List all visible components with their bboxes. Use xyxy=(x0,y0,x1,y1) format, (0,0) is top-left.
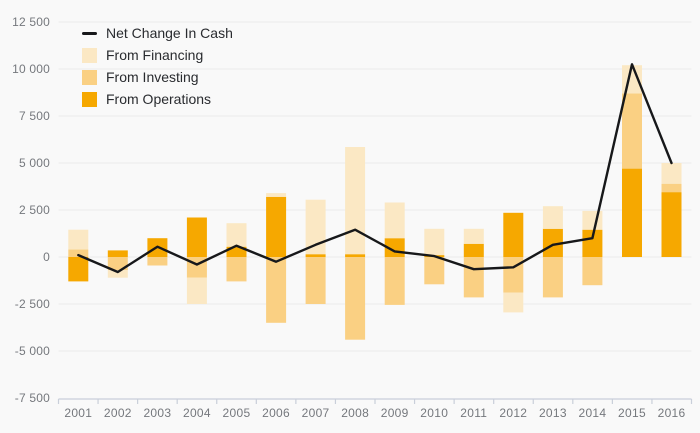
bar-segment-financing-2016[interactable] xyxy=(661,163,682,184)
bar-segment-financing-2007[interactable] xyxy=(305,199,326,255)
x-axis-tick-label: 2013 xyxy=(538,406,567,420)
x-axis-tick-label: 2001 xyxy=(64,406,93,420)
x-axis-tick-label: 2014 xyxy=(578,406,607,420)
bar-segment-financing-2005[interactable] xyxy=(226,223,247,247)
bar-segment-investing-2011[interactable] xyxy=(463,257,484,298)
legend-item-financing[interactable]: From Financing xyxy=(82,44,233,66)
bar-segment-operations-2002[interactable] xyxy=(107,250,128,257)
bar-segment-investing-2009[interactable] xyxy=(384,257,405,305)
y-axis-tick-label: -5 000 xyxy=(14,344,50,358)
bar-segment-operations-2008[interactable] xyxy=(345,254,366,257)
y-axis-tick-label: 10 000 xyxy=(12,62,50,76)
legend: Net Change In Cash From Financing From I… xyxy=(82,22,233,110)
x-axis-tick-label: 2009 xyxy=(380,406,409,420)
legend-label-investing: From Investing xyxy=(106,68,199,85)
net-change-line[interactable] xyxy=(77,63,673,274)
y-axis-tick-label: 2 500 xyxy=(18,203,50,217)
bar-segment-investing-2014[interactable] xyxy=(582,257,603,286)
bar-segment-investing-2008[interactable] xyxy=(345,257,366,340)
x-axis-tick-label: 2010 xyxy=(420,406,449,420)
x-axis-tick-label: 2007 xyxy=(301,406,330,420)
bar-segment-investing-2015[interactable] xyxy=(622,93,642,169)
bar-segment-operations-2016[interactable] xyxy=(661,192,682,257)
x-axis-tick-label: 2015 xyxy=(618,406,646,420)
bar-segment-investing-2010[interactable] xyxy=(424,257,445,285)
y-axis-tick-label: 5 000 xyxy=(18,156,50,170)
bar-segment-financing-2011[interactable] xyxy=(463,228,484,244)
legend-swatch-financing xyxy=(82,47,97,63)
y-axis-tick-label: -7 500 xyxy=(14,391,50,405)
bar-segment-financing-2014[interactable] xyxy=(582,210,603,230)
bar-segment-financing-2006[interactable] xyxy=(266,193,287,197)
bar-segment-operations-2004[interactable] xyxy=(186,217,207,258)
x-axis-tick-label: 2005 xyxy=(222,406,251,420)
bar-segment-financing-2004[interactable] xyxy=(186,277,207,304)
legend-swatch-investing xyxy=(82,69,97,85)
bar-segment-operations-2007[interactable] xyxy=(305,254,326,257)
bar-segment-investing-2003[interactable] xyxy=(147,257,168,266)
bar-segment-investing-2016[interactable] xyxy=(661,183,682,193)
y-axis-tick-label: 0 xyxy=(43,250,50,264)
bar-segment-financing-2009[interactable] xyxy=(384,202,405,239)
legend-item-net-change[interactable]: Net Change In Cash xyxy=(82,22,233,44)
legend-item-investing[interactable]: From Investing xyxy=(82,66,233,88)
x-axis-tick-label: 2006 xyxy=(262,406,290,420)
bar-segment-investing-2002[interactable] xyxy=(107,257,128,271)
bar-segment-operations-2005[interactable] xyxy=(226,246,247,257)
bar-segment-investing-2006[interactable] xyxy=(266,257,287,323)
legend-label-net-change: Net Change In Cash xyxy=(106,24,233,41)
bar-segment-financing-2008[interactable] xyxy=(345,147,366,255)
y-axis-tick-label: -2 500 xyxy=(14,297,50,311)
bar-segment-financing-2001[interactable] xyxy=(68,229,89,250)
bar-segment-investing-2012[interactable] xyxy=(503,257,524,293)
bar-segment-investing-2007[interactable] xyxy=(305,257,326,304)
legend-label-operations: From Operations xyxy=(106,90,212,107)
bar-segment-operations-2012[interactable] xyxy=(503,212,524,257)
bar-segment-operations-2015[interactable] xyxy=(622,168,642,257)
bar-segment-operations-2011[interactable] xyxy=(463,243,484,257)
y-axis-tick-label: 12 500 xyxy=(12,15,50,29)
x-axis-tick-label: 2012 xyxy=(499,406,528,420)
y-axis-tick-label: 7 500 xyxy=(18,109,50,123)
bar-segment-investing-2001[interactable] xyxy=(68,249,89,258)
x-axis-tick-label: 2004 xyxy=(182,406,211,420)
bar-segment-investing-2005[interactable] xyxy=(226,257,247,282)
legend-item-operations[interactable]: From Operations xyxy=(82,88,233,110)
bar-segment-financing-2002[interactable] xyxy=(107,270,128,278)
line-swatch xyxy=(82,31,97,35)
legend-swatch-operations xyxy=(82,91,97,107)
x-axis-tick-label: 2002 xyxy=(103,406,132,420)
x-axis-tick-label: 2003 xyxy=(143,406,172,420)
bar-segment-financing-2013[interactable] xyxy=(542,206,563,229)
bar-segment-operations-2001[interactable] xyxy=(68,257,89,282)
bar-segment-operations-2006[interactable] xyxy=(266,196,287,257)
bar-segment-financing-2012[interactable] xyxy=(503,292,524,313)
bar-segment-investing-2013[interactable] xyxy=(542,257,563,298)
x-axis-tick-label: 2008 xyxy=(341,406,370,420)
legend-label-financing: From Financing xyxy=(106,46,204,63)
bar-segment-operations-2013[interactable] xyxy=(542,228,563,257)
bar-segment-financing-2010[interactable] xyxy=(424,228,445,256)
x-axis-tick-label: 2011 xyxy=(460,406,488,420)
x-axis-tick-label: 2016 xyxy=(657,406,686,420)
bar-segment-operations-2014[interactable] xyxy=(582,229,603,257)
